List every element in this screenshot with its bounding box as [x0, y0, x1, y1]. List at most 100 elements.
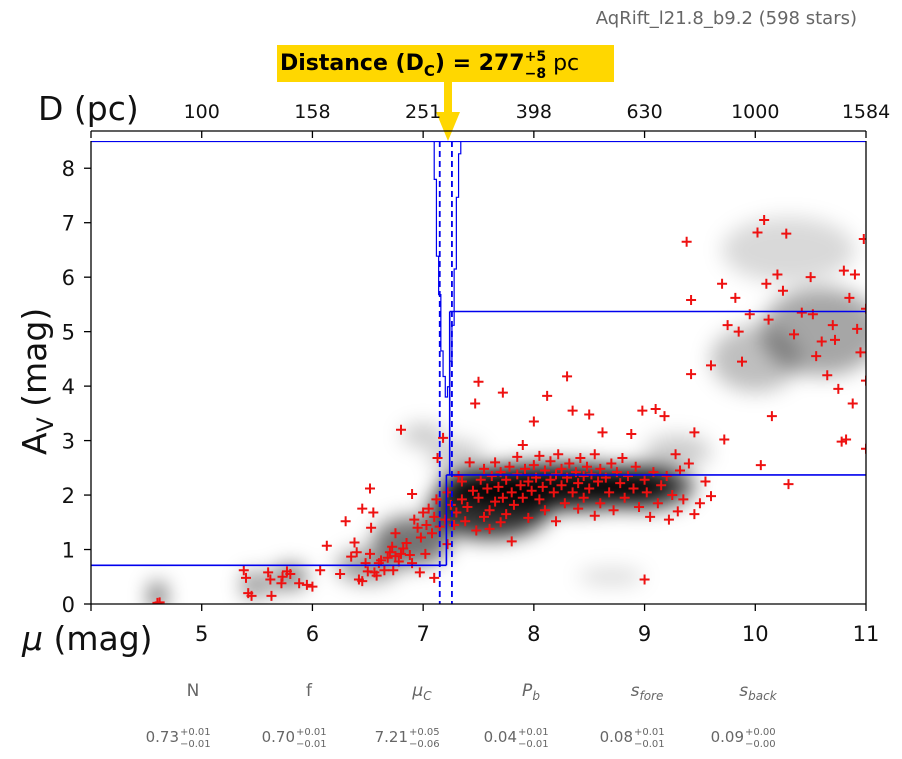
star-marker — [641, 487, 652, 498]
star-marker — [490, 496, 501, 507]
star-marker — [528, 460, 539, 471]
star-marker — [431, 494, 442, 505]
star-marker — [694, 498, 705, 509]
star-marker — [777, 285, 788, 296]
param-value: 0.73 — [146, 728, 179, 746]
star-marker — [534, 450, 545, 461]
star-marker — [634, 502, 645, 513]
star-marker — [512, 451, 523, 462]
star-marker — [656, 480, 667, 491]
star-marker — [719, 434, 730, 445]
star-marker — [464, 457, 475, 468]
star-marker — [449, 520, 460, 531]
star-marker — [387, 541, 398, 552]
star-marker — [608, 505, 619, 516]
star-marker — [628, 483, 639, 494]
star-marker — [414, 567, 425, 578]
star-marker — [781, 228, 792, 239]
param-name: Pb — [522, 681, 540, 703]
star-marker — [545, 474, 556, 485]
x-tick-label: 10 — [742, 622, 769, 646]
star-marker — [246, 590, 257, 601]
star-marker — [619, 492, 630, 503]
star-marker — [652, 498, 663, 509]
star-marker — [663, 514, 674, 525]
star-marker — [772, 269, 783, 280]
star-marker — [263, 567, 274, 578]
param-value: 0.08 — [600, 728, 633, 746]
star-marker — [390, 528, 401, 539]
star-marker — [761, 278, 772, 289]
star-marker — [759, 214, 770, 225]
x-tick-label: 9 — [638, 622, 651, 646]
param-value: 0.09 — [711, 728, 744, 746]
star-marker — [559, 498, 570, 509]
star-marker — [423, 503, 434, 514]
axes: 5 6 7 8 9 10 11 0 1 2 3 4 5 6 7 8 100 158 251 398 630 1000 158… — [62, 101, 891, 646]
star-marker — [573, 503, 584, 514]
param-name: μC — [411, 681, 432, 703]
star-marker — [429, 572, 440, 583]
star-marker — [730, 292, 741, 303]
star-marker — [506, 536, 517, 547]
star-marker — [858, 234, 866, 245]
param-minus: −0.01 — [296, 739, 327, 750]
star-marker — [362, 566, 373, 577]
star-marker — [526, 485, 537, 496]
param-name: sback — [739, 681, 777, 703]
density-blob — [722, 217, 855, 283]
star-marker — [382, 552, 393, 563]
y-tick-label: 7 — [62, 212, 75, 236]
star-marker — [670, 449, 681, 460]
star-marker — [482, 483, 493, 494]
star-markers — [152, 214, 866, 604]
star-marker — [551, 516, 561, 527]
star-marker — [578, 492, 589, 503]
y-tick-label: 3 — [62, 430, 75, 454]
star-marker — [523, 476, 534, 487]
star-marker — [545, 456, 556, 467]
star-marker — [335, 569, 346, 580]
star-marker — [659, 411, 670, 422]
star-marker — [390, 551, 401, 562]
star-marker — [404, 549, 415, 560]
top-tick-label: 630 — [626, 101, 662, 123]
star-marker — [827, 320, 838, 331]
star-marker — [584, 483, 595, 494]
param-value: 0.04 — [484, 728, 517, 746]
star-marker — [479, 511, 490, 522]
star-marker — [811, 351, 822, 362]
distance-banner: Distance (DC) = 277+5 −8 pc — [280, 49, 579, 82]
star-marker — [578, 470, 589, 481]
star-marker — [396, 424, 406, 435]
param-minus: −0.00 — [745, 739, 776, 750]
star-marker — [388, 565, 399, 576]
star-marker — [700, 476, 711, 487]
star-marker — [847, 398, 858, 409]
star-marker — [639, 474, 650, 485]
star-marker — [349, 537, 360, 548]
star-marker — [556, 463, 567, 474]
star-marker — [783, 479, 794, 490]
star-marker — [497, 387, 508, 398]
star-marker — [445, 499, 456, 510]
star-marker — [861, 443, 866, 454]
star-marker — [752, 227, 763, 238]
star-marker — [442, 487, 453, 498]
x-tick-label: 8 — [527, 622, 540, 646]
x-tick-label: 7 — [416, 622, 429, 646]
star-marker — [722, 320, 733, 331]
star-marker — [366, 522, 377, 533]
param-plus: +0.00 — [745, 727, 776, 738]
star-marker — [645, 511, 656, 522]
star-marker — [384, 547, 395, 558]
star-marker — [360, 558, 371, 569]
star-marker — [595, 498, 606, 509]
star-marker — [562, 371, 573, 382]
x-tick-label: 6 — [306, 622, 319, 646]
param-plus: +0.01 — [296, 727, 327, 738]
star-marker — [493, 481, 504, 492]
star-marker — [604, 487, 615, 498]
star-marker — [285, 569, 296, 580]
